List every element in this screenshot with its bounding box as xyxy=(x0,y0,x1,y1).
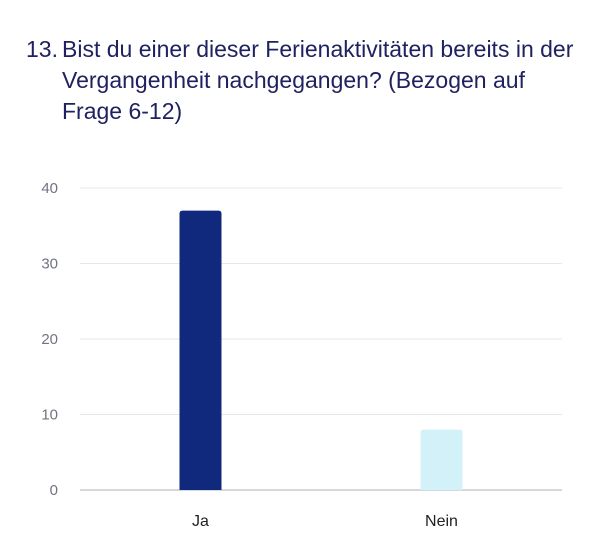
y-tick-label-40: 40 xyxy=(41,180,58,197)
y-tick-label-0: 0 xyxy=(50,482,58,499)
x-category-label-ja: Ja xyxy=(192,513,209,530)
y-tick-label-10: 10 xyxy=(41,407,58,424)
question-text: Bist du einer dieser Ferienaktivitäten b… xyxy=(62,36,574,124)
x-category-label-nein: Nein xyxy=(425,513,458,530)
bar-nein xyxy=(420,429,463,490)
bar-ja xyxy=(179,210,222,490)
question-number: 13. xyxy=(26,36,58,62)
y-tick-label-20: 20 xyxy=(41,331,58,348)
question-title: 13. Bist du einer dieser Ferienaktivität… xyxy=(26,34,576,127)
y-tick-label-30: 30 xyxy=(41,256,58,273)
